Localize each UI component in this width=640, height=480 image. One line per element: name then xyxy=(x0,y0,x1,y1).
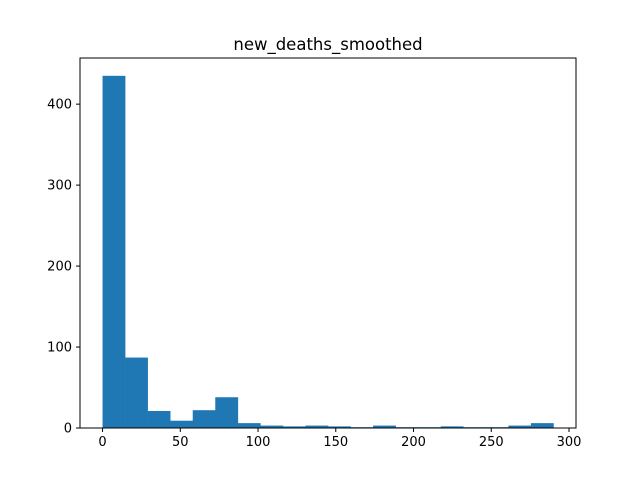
histogram-bar-7 xyxy=(260,425,284,428)
x-tick-label: 0 xyxy=(98,435,106,450)
x-tick-label: 300 xyxy=(557,435,582,450)
bars-group xyxy=(102,75,554,428)
histogram-bar-9 xyxy=(305,425,329,428)
y-axis: 0 100 200 300 400 xyxy=(47,98,80,437)
y-tick-label: 400 xyxy=(47,98,72,113)
histogram-bar-10 xyxy=(328,426,351,428)
histogram-bar-1 xyxy=(125,357,148,428)
histogram-bar-18 xyxy=(508,425,532,428)
histogram-bar-6 xyxy=(237,423,261,428)
histogram-bar-8 xyxy=(282,426,306,428)
x-tick-label: 150 xyxy=(323,435,348,450)
histogram-bar-3 xyxy=(170,420,194,428)
histogram-bar-12 xyxy=(373,425,396,428)
histogram-bar-0 xyxy=(102,75,126,428)
histogram-bar-2 xyxy=(147,410,171,428)
chart-title: new_deaths_smoothed xyxy=(233,35,422,55)
plot-frame xyxy=(79,57,577,429)
x-tick-label: 100 xyxy=(246,435,271,450)
y-tick-label: 100 xyxy=(47,341,72,356)
histogram-bar-15 xyxy=(440,426,464,428)
x-tick-label: 50 xyxy=(172,435,189,450)
y-tick-label: 0 xyxy=(64,422,72,437)
x-tick-label: 200 xyxy=(401,435,426,450)
y-tick-label: 300 xyxy=(47,179,72,194)
histogram-bar-5 xyxy=(215,397,239,428)
x-tick-label: 250 xyxy=(479,435,504,450)
histogram-bar-19 xyxy=(530,423,554,428)
y-tick-label: 200 xyxy=(47,260,72,275)
x-axis: 0 50 100 150 200 250 300 xyxy=(98,428,581,450)
histogram-bar-4 xyxy=(192,410,216,428)
